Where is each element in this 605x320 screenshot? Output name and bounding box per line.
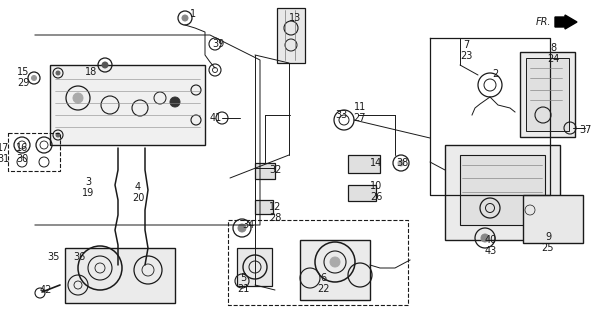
- Text: 16: 16: [16, 143, 28, 153]
- Text: 24: 24: [547, 54, 559, 64]
- Text: 33: 33: [335, 110, 347, 120]
- Text: 32: 32: [270, 165, 282, 175]
- Text: 42: 42: [40, 285, 52, 295]
- Bar: [228, 220, 408, 305]
- Text: 17: 17: [0, 143, 9, 153]
- Text: 43: 43: [485, 246, 497, 256]
- Text: 37: 37: [579, 125, 591, 135]
- Text: 11: 11: [354, 102, 366, 112]
- Text: 39: 39: [212, 39, 224, 49]
- Bar: [300, 240, 370, 300]
- Text: 9: 9: [545, 232, 551, 242]
- Text: 19: 19: [82, 188, 94, 198]
- Bar: [50, 65, 205, 145]
- Text: 10: 10: [370, 181, 382, 191]
- Text: 5: 5: [240, 273, 246, 283]
- Bar: [460, 155, 545, 225]
- Bar: [255, 200, 273, 214]
- Bar: [255, 163, 275, 179]
- Circle shape: [330, 257, 340, 267]
- Text: 30: 30: [16, 154, 28, 164]
- Circle shape: [31, 76, 36, 81]
- Text: 18: 18: [85, 67, 97, 77]
- Bar: [523, 195, 583, 243]
- Circle shape: [56, 71, 60, 75]
- Text: 29: 29: [17, 78, 29, 88]
- Text: 15: 15: [17, 67, 29, 77]
- Bar: [526, 58, 569, 131]
- Text: 28: 28: [269, 213, 281, 223]
- Bar: [348, 185, 376, 201]
- Circle shape: [56, 133, 60, 137]
- Text: 7: 7: [463, 40, 469, 50]
- Text: 2: 2: [492, 69, 498, 79]
- Text: 34: 34: [242, 220, 254, 230]
- Bar: [445, 145, 560, 240]
- Bar: [65, 248, 175, 303]
- Text: 6: 6: [320, 273, 326, 283]
- Bar: [8, 133, 60, 171]
- Text: 12: 12: [269, 202, 281, 212]
- Text: FR.: FR.: [535, 17, 551, 27]
- Text: 20: 20: [132, 193, 144, 203]
- Circle shape: [170, 97, 180, 107]
- Circle shape: [481, 234, 489, 242]
- Bar: [277, 8, 305, 63]
- Text: 41: 41: [210, 113, 222, 123]
- Circle shape: [73, 93, 83, 103]
- Text: 40: 40: [485, 235, 497, 245]
- Text: 22: 22: [317, 284, 329, 294]
- Text: 27: 27: [354, 113, 366, 123]
- Text: 23: 23: [460, 51, 472, 61]
- Circle shape: [182, 15, 188, 21]
- Text: 21: 21: [237, 284, 249, 294]
- Text: 1: 1: [190, 9, 196, 19]
- Text: 31: 31: [0, 154, 9, 164]
- Bar: [520, 52, 575, 137]
- Bar: [237, 248, 272, 286]
- Text: 13: 13: [289, 13, 301, 23]
- FancyArrow shape: [555, 15, 577, 29]
- Text: 26: 26: [370, 192, 382, 202]
- Text: 35: 35: [48, 252, 60, 262]
- Text: 14: 14: [370, 158, 382, 168]
- Bar: [348, 155, 380, 173]
- Text: 4: 4: [135, 182, 141, 192]
- Text: 36: 36: [73, 252, 85, 262]
- Text: 38: 38: [396, 158, 408, 168]
- Text: 25: 25: [541, 243, 554, 253]
- Circle shape: [398, 160, 404, 166]
- Text: 8: 8: [550, 43, 556, 53]
- Circle shape: [238, 224, 246, 232]
- Circle shape: [102, 62, 108, 68]
- Text: 3: 3: [85, 177, 91, 187]
